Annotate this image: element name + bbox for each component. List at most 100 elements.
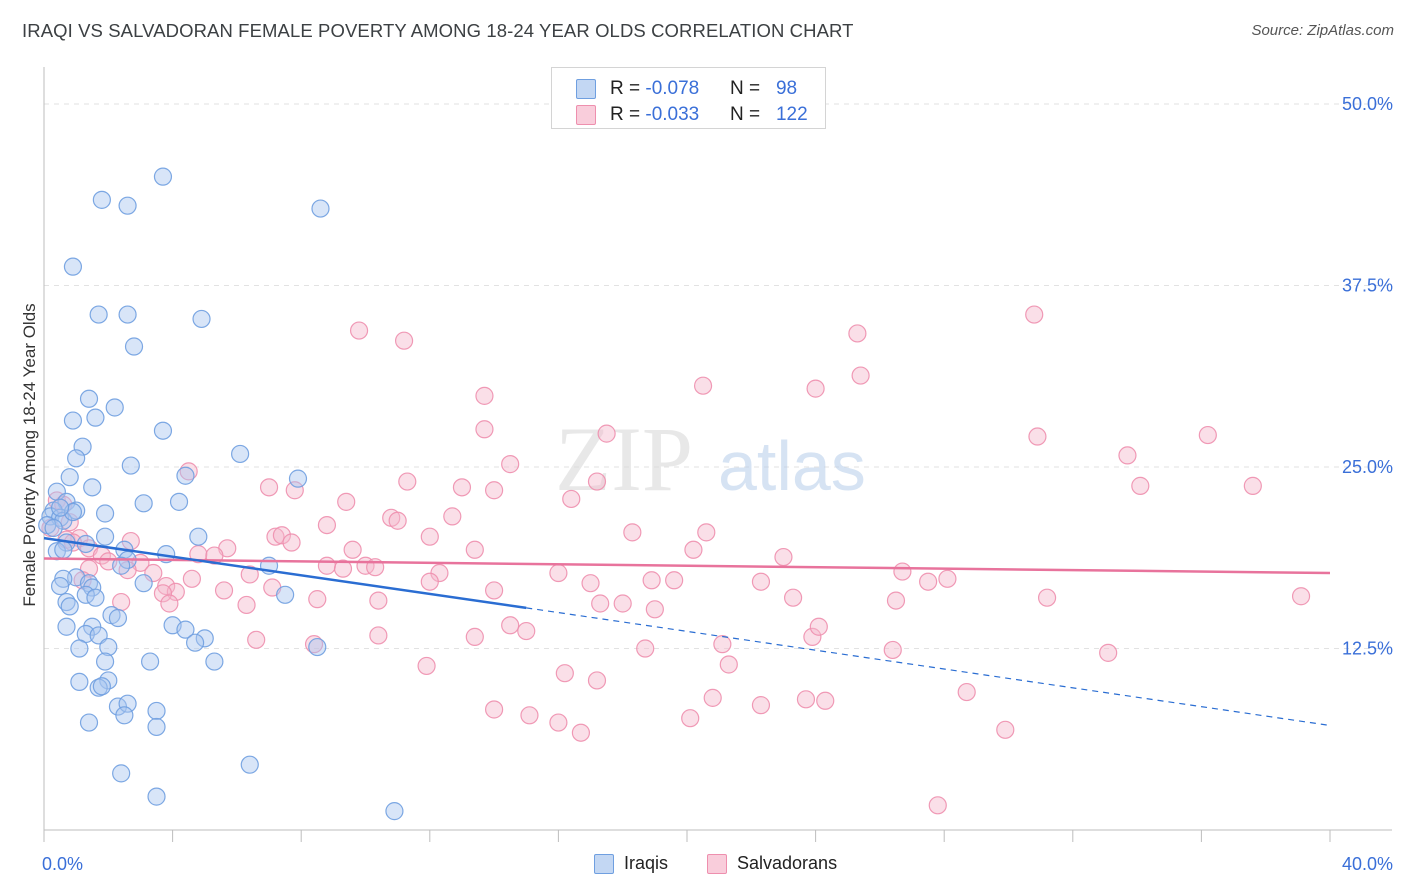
data-point: [587, 671, 607, 690]
data-point: [73, 437, 92, 456]
data-point: [79, 389, 99, 408]
data-point: [803, 627, 822, 646]
data-point: [693, 376, 713, 395]
legend-r-value: -0.033: [645, 104, 700, 125]
watermark-atlas: atlas: [718, 427, 866, 505]
data-point: [134, 494, 153, 513]
data-point: [67, 449, 86, 468]
iraqis-trendline: [43, 536, 527, 610]
data-point: [176, 620, 195, 639]
data-point: [886, 591, 906, 610]
data-point: [95, 504, 115, 523]
y-tick-label: 37.5%: [1342, 276, 1393, 296]
tick-labels: 12.5% 25.0% 37.5% 50.0% 0.0% 40.0%: [42, 94, 1393, 874]
data-point: [388, 511, 407, 530]
data-point: [417, 656, 436, 676]
data-point: [475, 420, 494, 439]
data-point: [809, 617, 828, 636]
data-point: [783, 588, 803, 607]
data-point: [520, 706, 539, 725]
legend-r-value: -0.078: [645, 78, 700, 99]
data-point: [240, 565, 259, 584]
data-point: [240, 755, 259, 774]
data-point: [1198, 425, 1217, 445]
data-point: [420, 572, 439, 591]
data-point: [475, 386, 494, 405]
data-point: [311, 199, 330, 218]
data-point: [50, 576, 70, 596]
x-tick-label-max: 40.0%: [1342, 854, 1393, 874]
data-point: [304, 635, 324, 654]
legend-n-value: 98: [775, 78, 798, 99]
data-point: [108, 608, 128, 628]
data-point: [452, 478, 472, 497]
data-point: [562, 489, 581, 509]
data-point: [105, 398, 124, 417]
data-point: [394, 331, 414, 350]
watermark: ZIP atlas: [555, 408, 866, 510]
data-point: [195, 629, 214, 648]
y-axis-label: Female Poverty Among 18-24 Year Olds: [20, 303, 39, 607]
y-tick-label: 25.0%: [1342, 457, 1393, 477]
data-point: [44, 518, 63, 538]
data-point: [928, 796, 947, 815]
data-point: [697, 523, 716, 542]
data-point: [816, 691, 835, 710]
data-point: [938, 569, 957, 588]
data-point: [192, 309, 211, 329]
data-point: [86, 408, 105, 427]
data-point: [1099, 643, 1118, 662]
data-point: [681, 709, 700, 728]
data-point: [751, 572, 771, 591]
salvadorans-legend-swatch: [707, 854, 727, 874]
data-point: [83, 478, 102, 497]
data-point: [308, 590, 327, 609]
data-point: [57, 617, 76, 636]
data-point: [259, 478, 279, 497]
data-point: [919, 572, 938, 591]
data-point: [1025, 305, 1044, 324]
data-point: [597, 424, 616, 443]
data-point: [285, 481, 304, 500]
x-tick-label-min: 0.0%: [42, 854, 83, 874]
data-point: [555, 664, 574, 683]
data-point: [153, 167, 173, 186]
data-point: [485, 700, 504, 719]
data-point: [1037, 588, 1057, 607]
data-point: [851, 366, 870, 385]
chart-title: IRAQI VS SALVADORAN FEMALE POVERTY AMONG…: [22, 20, 854, 41]
legend-r: R = -0.033: [610, 104, 700, 125]
data-point: [1291, 587, 1311, 606]
data-point: [92, 677, 111, 696]
data-point: [182, 569, 201, 588]
data-point: [957, 682, 976, 702]
data-point: [124, 337, 144, 356]
data-point: [54, 540, 73, 559]
data-point: [613, 594, 632, 613]
data-point: [343, 540, 362, 559]
data-point: [517, 621, 536, 641]
data-point: [89, 626, 108, 645]
data-point: [398, 472, 417, 491]
data-point: [774, 547, 793, 567]
iraqis-swatch: [576, 79, 596, 99]
data-point: [369, 591, 388, 610]
data-point: [571, 723, 591, 742]
data-point: [60, 468, 79, 487]
data-point: [118, 305, 137, 324]
iraqis-legend-label: Iraqis: [624, 853, 669, 873]
data-point: [231, 444, 250, 464]
iraqis-trendline-extension: [526, 607, 1331, 727]
data-point: [282, 533, 301, 552]
data-point: [883, 640, 902, 660]
data-point: [140, 652, 160, 671]
data-point: [176, 466, 195, 485]
data-point: [645, 600, 664, 619]
data-point: [385, 802, 404, 821]
data-point: [115, 706, 134, 725]
y-tick-label: 12.5%: [1342, 639, 1393, 659]
data-point: [549, 713, 568, 732]
data-point: [89, 305, 108, 324]
iraqis-points: [38, 167, 404, 821]
